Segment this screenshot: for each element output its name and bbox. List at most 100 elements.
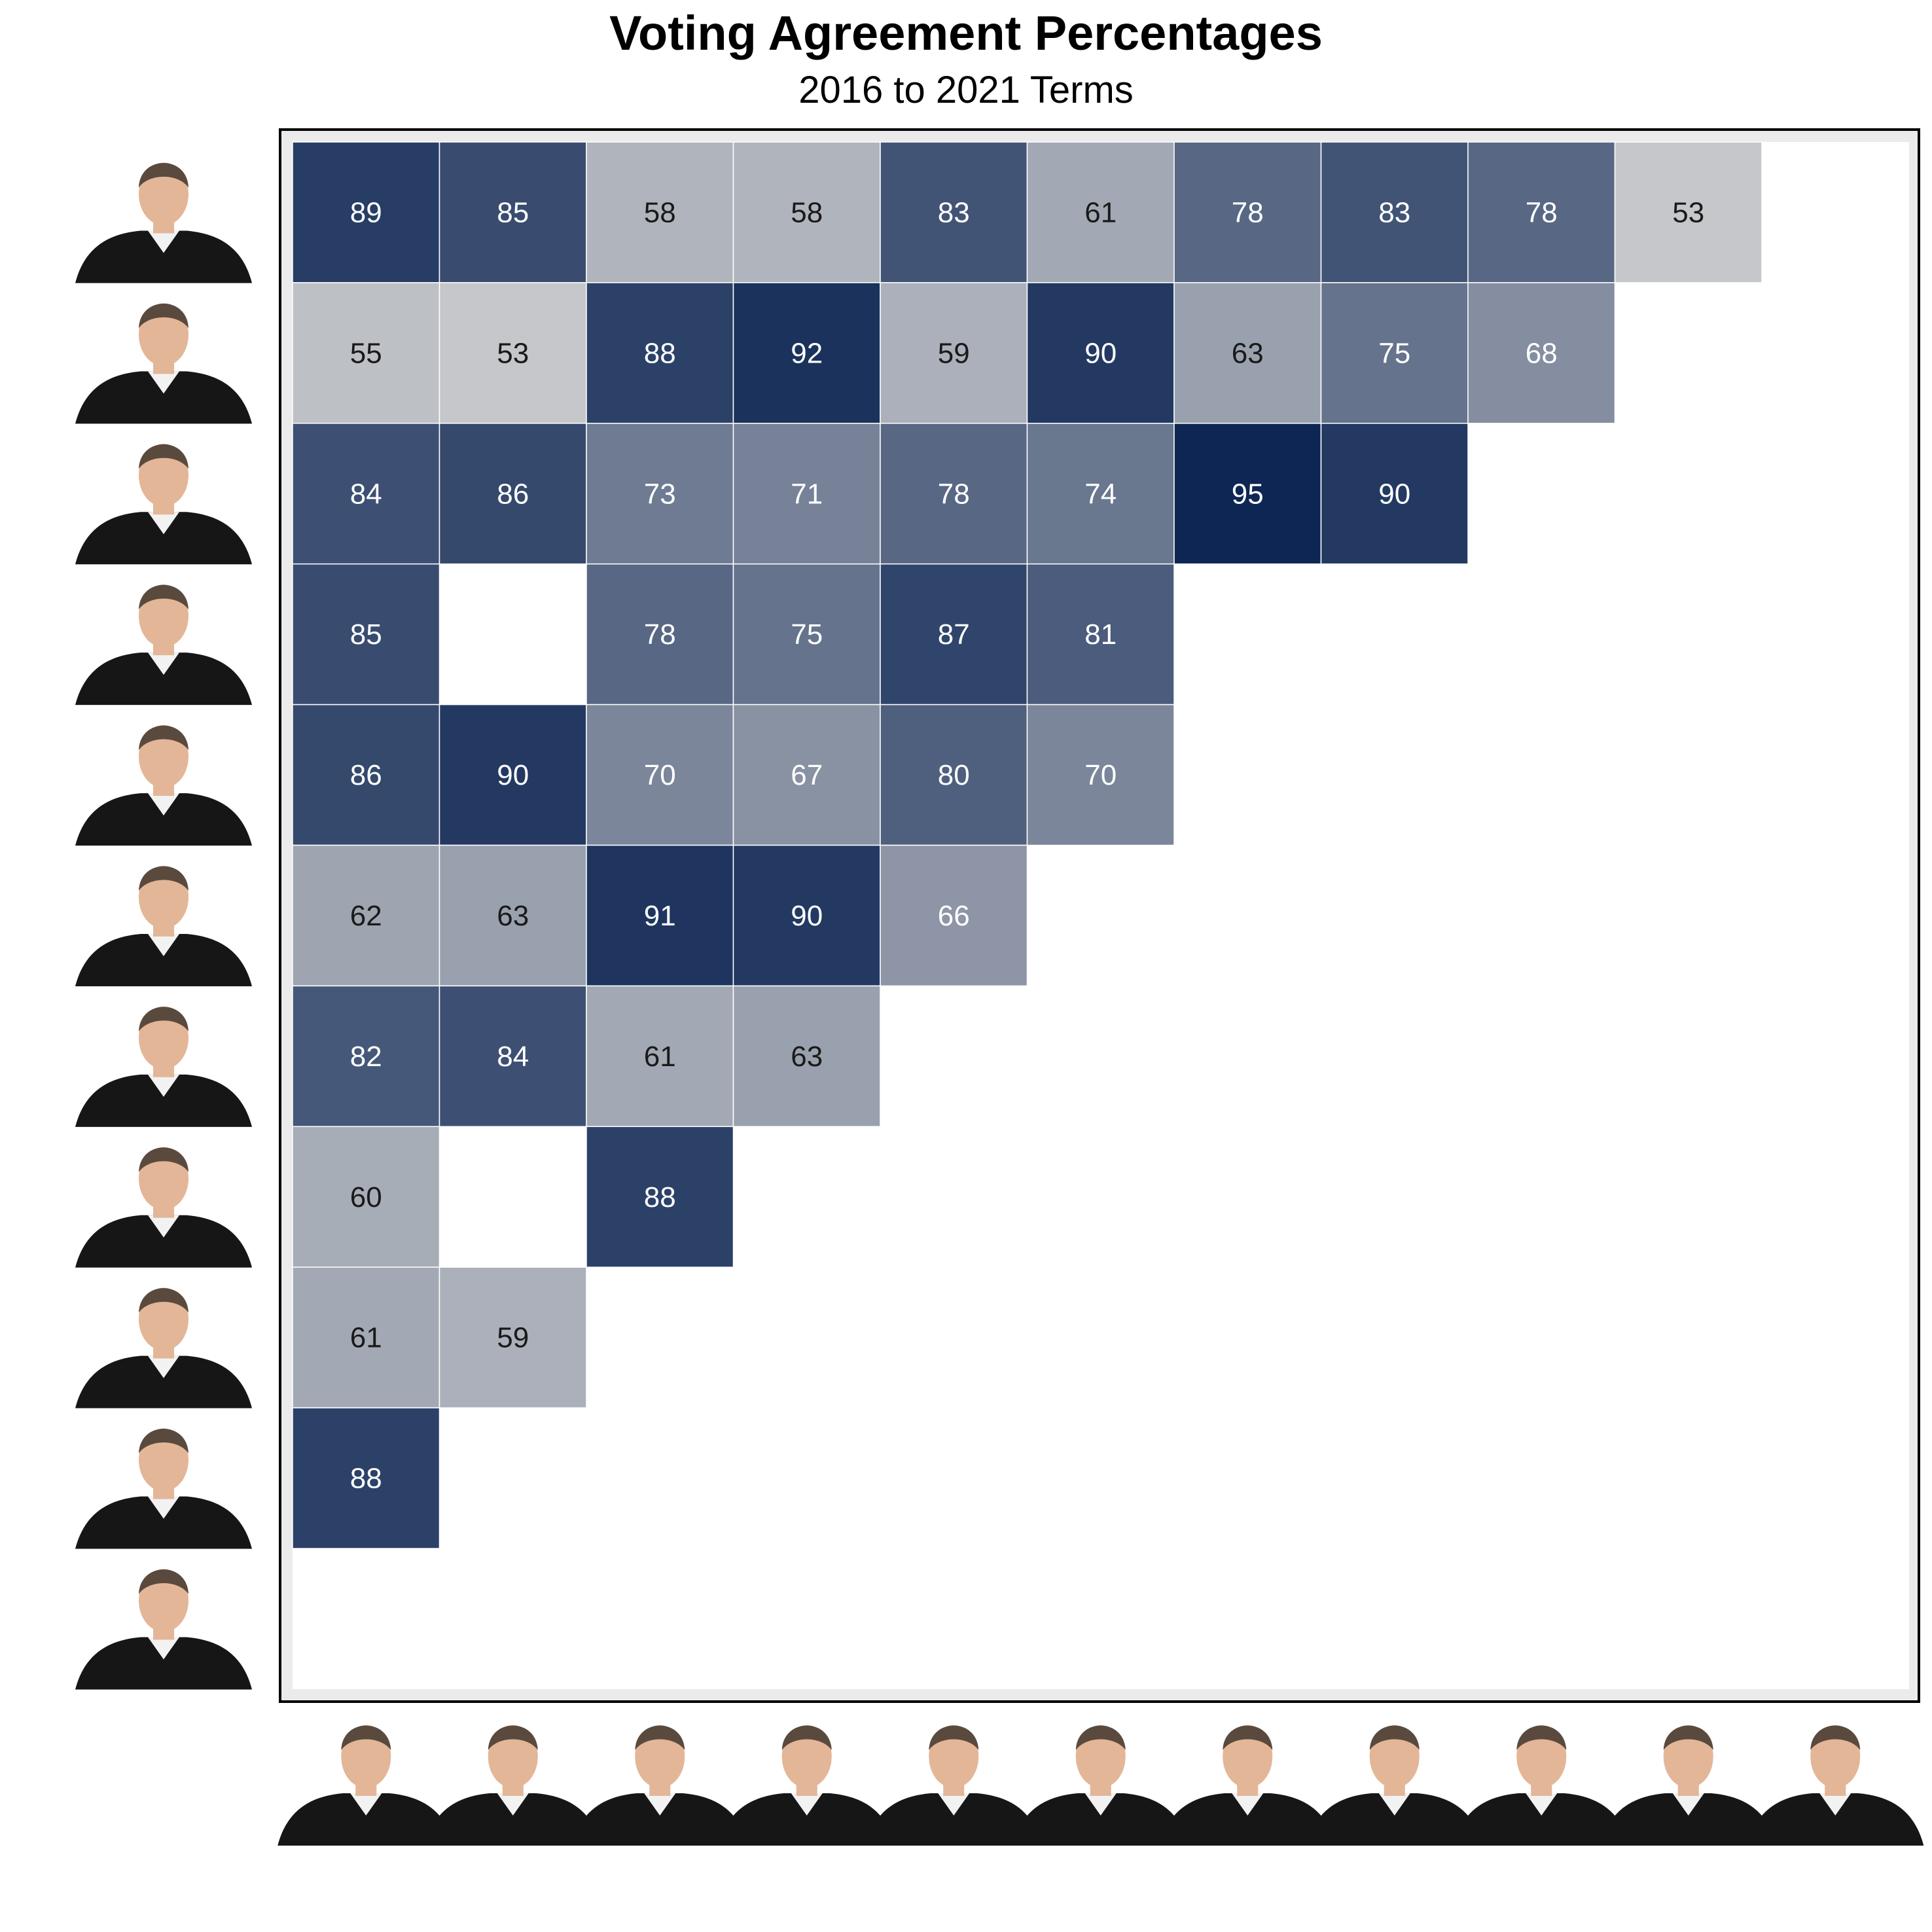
heatmap-cell-label: 84 bbox=[497, 1041, 529, 1073]
justice-portrait-1 bbox=[1747, 1725, 1924, 1846]
heatmap-cell-label: 74 bbox=[1084, 478, 1117, 510]
heatmap-cell bbox=[732, 985, 881, 1128]
heatmap-cell-label: 91 bbox=[644, 900, 676, 932]
heatmap-cell-label: 59 bbox=[938, 337, 970, 369]
heatmap-cell bbox=[880, 423, 1028, 565]
justice-portrait-7 bbox=[75, 1006, 252, 1127]
heatmap-cell bbox=[732, 844, 881, 987]
justice-portrait-4 bbox=[75, 584, 252, 706]
heatmap-cell-label: 75 bbox=[791, 618, 823, 651]
heatmap-cell bbox=[292, 1266, 440, 1408]
heatmap-cell-label: 90 bbox=[497, 759, 529, 791]
heatmap-cell-label: 95 bbox=[1232, 478, 1264, 510]
heatmap-cell-label: 89 bbox=[350, 196, 382, 228]
heatmap-cell bbox=[292, 141, 440, 283]
heatmap-cell-label: 60 bbox=[350, 1181, 382, 1213]
heatmap-cell bbox=[880, 563, 1028, 706]
heatmap-cell-label: 63 bbox=[791, 1041, 823, 1073]
heatmap-cell bbox=[292, 704, 440, 846]
heatmap-cell-label: 88 bbox=[350, 1463, 382, 1495]
heatmap-cell-label: 81 bbox=[1084, 618, 1117, 651]
justice-portrait-3 bbox=[75, 444, 252, 565]
justice-portrait-3 bbox=[1453, 1725, 1630, 1846]
heatmap-cell-label: 71 bbox=[791, 478, 823, 510]
heatmap-cell bbox=[586, 844, 734, 987]
heatmap-cell bbox=[438, 985, 587, 1128]
heatmap-cell bbox=[1026, 282, 1175, 424]
chart-subtitle: 2016 to 2021 Terms bbox=[798, 69, 1134, 111]
heatmap-cell bbox=[732, 282, 881, 424]
heatmap-cell-label: 58 bbox=[791, 196, 823, 228]
heatmap-cell-label: 83 bbox=[1378, 196, 1410, 228]
plot-frame bbox=[279, 128, 1920, 1703]
heatmap-cell bbox=[586, 282, 734, 424]
heatmap-cell-label: 86 bbox=[350, 759, 382, 791]
heatmap-cell bbox=[292, 563, 440, 706]
heatmap-cell bbox=[732, 141, 881, 283]
heatmap-cell-label: 90 bbox=[1378, 478, 1410, 510]
heatmap-cell bbox=[438, 704, 587, 846]
justice-portrait-5 bbox=[1159, 1725, 1336, 1846]
heatmap-cell-label: 87 bbox=[938, 618, 970, 651]
heatmap-cell-label: 83 bbox=[938, 196, 970, 228]
heatmap-cell-label: 78 bbox=[938, 478, 970, 510]
heatmap-cell-label: 70 bbox=[1084, 759, 1117, 791]
column-axis-portraits bbox=[277, 1725, 1924, 1846]
heatmap-cell-label: 66 bbox=[938, 900, 970, 932]
heatmap-cell-label: 67 bbox=[791, 759, 823, 791]
heatmap-cell bbox=[586, 141, 734, 283]
heatmap-cell bbox=[1026, 563, 1175, 706]
justice-portrait-2 bbox=[1600, 1725, 1777, 1846]
heatmap-cell-label: 68 bbox=[1526, 337, 1558, 369]
heatmap-cell-label: 90 bbox=[791, 900, 823, 932]
heatmap-cell-label: 73 bbox=[644, 478, 676, 510]
heatmap-cell-label: 62 bbox=[350, 900, 382, 932]
justice-portrait-4 bbox=[1306, 1725, 1483, 1846]
heatmap-cell bbox=[586, 985, 734, 1128]
heatmap-cell bbox=[292, 423, 440, 565]
heatmap-cell bbox=[1026, 423, 1175, 565]
row-axis-portraits bbox=[75, 162, 252, 1690]
heatmap-cell bbox=[438, 282, 587, 424]
heatmap-cell-label: 88 bbox=[644, 1181, 676, 1213]
chart-title: Voting Agreement Percentages bbox=[609, 6, 1323, 60]
justice-portrait-8 bbox=[75, 1147, 252, 1268]
heatmap-cell-label: 55 bbox=[350, 337, 382, 369]
heatmap-cell-label: 78 bbox=[644, 618, 676, 651]
heatmap-cell-label: 92 bbox=[791, 337, 823, 369]
justice-portrait-7 bbox=[865, 1725, 1043, 1846]
heatmap-cell-label: 58 bbox=[644, 196, 676, 228]
justice-portrait-10 bbox=[75, 1428, 252, 1549]
justice-portrait-1 bbox=[75, 162, 252, 283]
heatmap-cell-label: 59 bbox=[497, 1322, 529, 1354]
heatmap-cell-label: 70 bbox=[644, 759, 676, 791]
heatmap-cell bbox=[880, 704, 1028, 846]
justice-portrait-6 bbox=[1012, 1725, 1189, 1846]
heatmap-cell bbox=[1320, 141, 1469, 283]
heatmap-cell bbox=[1026, 704, 1175, 846]
heatmap-cell bbox=[732, 563, 881, 706]
justice-portrait-11 bbox=[75, 1569, 252, 1690]
justice-portrait-11 bbox=[277, 1725, 455, 1846]
heatmap-cell-label: 82 bbox=[350, 1041, 382, 1073]
heatmap-cell bbox=[292, 844, 440, 987]
heatmap-cell bbox=[1173, 282, 1322, 424]
justice-portrait-9 bbox=[75, 1287, 252, 1408]
heatmap-cell bbox=[1320, 423, 1469, 565]
heatmap-cell bbox=[438, 1266, 587, 1408]
heatmap-cell-label: 61 bbox=[1084, 196, 1117, 228]
heatmap-tiles: 89 85 58 58 83 61 78 83 78 53 55 53 88 92 59 90 63 75 68 84… bbox=[292, 141, 1762, 1549]
justice-portrait-6 bbox=[75, 865, 252, 986]
heatmap-cell bbox=[1026, 141, 1175, 283]
heatmap-cell bbox=[586, 704, 734, 846]
justice-portrait-8 bbox=[718, 1725, 895, 1846]
heatmap-cell bbox=[438, 423, 587, 565]
heatmap-cell bbox=[880, 282, 1028, 424]
heatmap-cell-label: 85 bbox=[350, 618, 382, 651]
heatmap-cell-label: 88 bbox=[644, 337, 676, 369]
justice-portrait-5 bbox=[75, 725, 252, 846]
heatmap-cell-label: 61 bbox=[644, 1041, 676, 1073]
heatmap-cell bbox=[1173, 423, 1322, 565]
justice-portrait-10 bbox=[424, 1725, 601, 1846]
